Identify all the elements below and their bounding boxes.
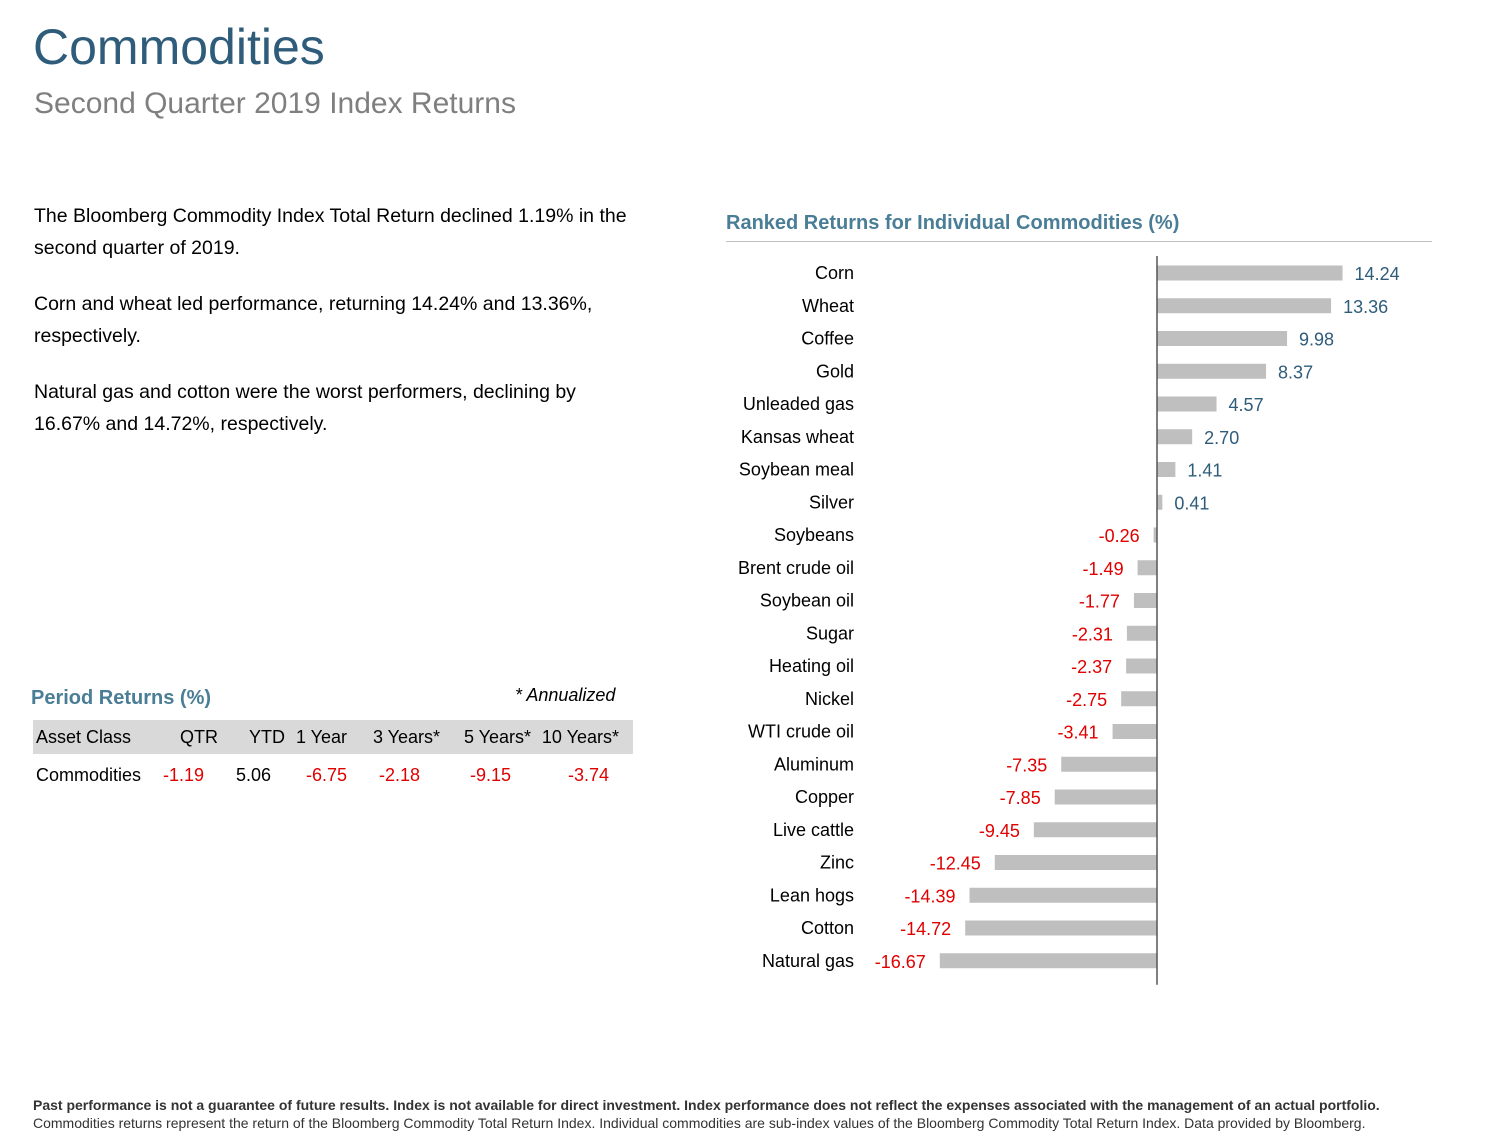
chart-title-divider [726, 241, 1432, 242]
bar [1157, 331, 1288, 346]
category-label: Brent crude oil [738, 558, 854, 578]
data-label: -12.45 [930, 854, 981, 874]
bar [994, 855, 1157, 870]
category-label: Aluminum [774, 754, 854, 774]
bar [1157, 462, 1176, 477]
bar [1121, 691, 1157, 707]
column-header-1-year: 1 Year [285, 720, 347, 754]
category-label: Heating oil [769, 656, 854, 676]
data-label: -14.72 [900, 919, 951, 939]
category-label: Coffee [801, 329, 854, 349]
cell-qtr: -1.19 [162, 764, 204, 785]
ranked-returns-chart: Corn 14.24 Wheat 13.36 Coffee 9.98 Gold 8.37 Unl… [738, 256, 1400, 985]
data-label: -2.75 [1066, 690, 1107, 710]
page-title: Commodities [33, 19, 325, 75]
bar [1157, 429, 1193, 445]
category-label: Copper [795, 787, 854, 807]
commentary-paragraph-2: Corn and wheat led performance, returnin… [34, 293, 593, 347]
category-label: Zinc [820, 853, 854, 873]
data-label: 2.70 [1204, 428, 1239, 448]
bar [1137, 560, 1157, 576]
data-label: 9.98 [1299, 330, 1334, 350]
cell-asset-class: Commodities [36, 764, 142, 785]
cell-3-years: -2.18 [378, 764, 420, 785]
bar [1133, 593, 1157, 608]
category-label: Soybean meal [739, 460, 854, 480]
footer: Past performance is not a guarantee of f… [33, 1096, 1473, 1132]
table-header-row: Asset Class QTR YTD 1 Year 3 Years* 5 Ye… [33, 720, 633, 754]
bar [1157, 363, 1267, 379]
commentary-paragraph-3: Natural gas and cotton were the worst pe… [34, 381, 576, 435]
bar [1061, 756, 1157, 772]
footer-disclaimer: Past performance is not a guarantee of f… [33, 1097, 1380, 1113]
data-label: 4.57 [1229, 395, 1264, 415]
bar [1033, 822, 1157, 838]
category-label: Lean hogs [770, 885, 854, 905]
data-label: -1.49 [1083, 559, 1124, 579]
data-label: -1.77 [1079, 592, 1120, 612]
cell-1-year: -6.75 [305, 764, 347, 785]
data-label: -2.31 [1072, 624, 1113, 644]
bar [1054, 789, 1157, 805]
period-returns-table: Asset Class QTR YTD 1 Year 3 Years* 5 Ye… [33, 720, 633, 796]
column-header-ytd: YTD [218, 720, 285, 754]
chart-title: Ranked Returns for Individual Commoditie… [726, 212, 1180, 234]
bar [1157, 396, 1217, 412]
data-label: -9.45 [979, 821, 1020, 841]
page-subtitle: Second Quarter 2019 Index Returns [34, 87, 516, 120]
bar [939, 953, 1157, 969]
data-label: -14.39 [904, 886, 955, 906]
data-label: -16.67 [875, 952, 926, 972]
cell-ytd: 5.06 [235, 764, 271, 785]
bar [1157, 265, 1343, 281]
bar [1153, 527, 1157, 543]
category-label: Nickel [805, 689, 854, 709]
bar [965, 920, 1157, 936]
bar [1157, 298, 1332, 314]
category-label: Sugar [806, 623, 854, 643]
category-label: Soybeans [774, 525, 854, 545]
bar [1126, 658, 1157, 674]
bar [969, 887, 1157, 903]
commentary-paragraph-1: The Bloomberg Commodity Index Total Retu… [34, 205, 627, 259]
category-label: Silver [809, 492, 854, 512]
footer-source: Commodities returns represent the return… [33, 1115, 1366, 1131]
category-label: Soybean oil [760, 591, 854, 611]
data-label: -0.26 [1099, 526, 1140, 546]
data-label: 1.41 [1187, 461, 1222, 481]
data-label: 8.37 [1278, 362, 1313, 382]
data-label: -7.35 [1006, 755, 1047, 775]
category-label: Cotton [801, 918, 854, 938]
column-header-10-years: 10 Years* [531, 720, 633, 754]
data-label: 0.41 [1174, 493, 1209, 513]
category-label: Natural gas [762, 951, 854, 971]
data-label: -7.85 [1000, 788, 1041, 808]
column-header-qtr: QTR [155, 720, 218, 754]
category-label: Unleaded gas [743, 394, 854, 414]
data-label: -2.37 [1071, 657, 1112, 677]
cell-5-years: -9.15 [469, 764, 511, 785]
annualized-note: * Annualized [515, 685, 616, 705]
category-label: WTI crude oil [748, 722, 854, 742]
data-label: 14.24 [1355, 264, 1400, 284]
column-header-asset-class: Asset Class [33, 720, 155, 754]
cell-10-years: -3.74 [567, 764, 609, 785]
category-label: Gold [816, 361, 854, 381]
column-header-5-years: 5 Years* [440, 720, 531, 754]
bar [1157, 494, 1163, 510]
column-header-3-years: 3 Years* [347, 720, 440, 754]
data-label: 13.36 [1343, 297, 1388, 317]
category-label: Live cattle [773, 820, 854, 840]
category-label: Kansas wheat [741, 427, 854, 447]
period-returns-title: Period Returns (%) [31, 687, 212, 709]
data-label: -3.41 [1058, 723, 1099, 743]
table-row: Commodities -1.19 5.06 -6.75 -2.18 -9.15… [33, 754, 633, 796]
category-label: Wheat [802, 296, 854, 316]
category-label: Corn [815, 263, 854, 283]
bar [1112, 724, 1157, 739]
bar [1126, 625, 1157, 641]
